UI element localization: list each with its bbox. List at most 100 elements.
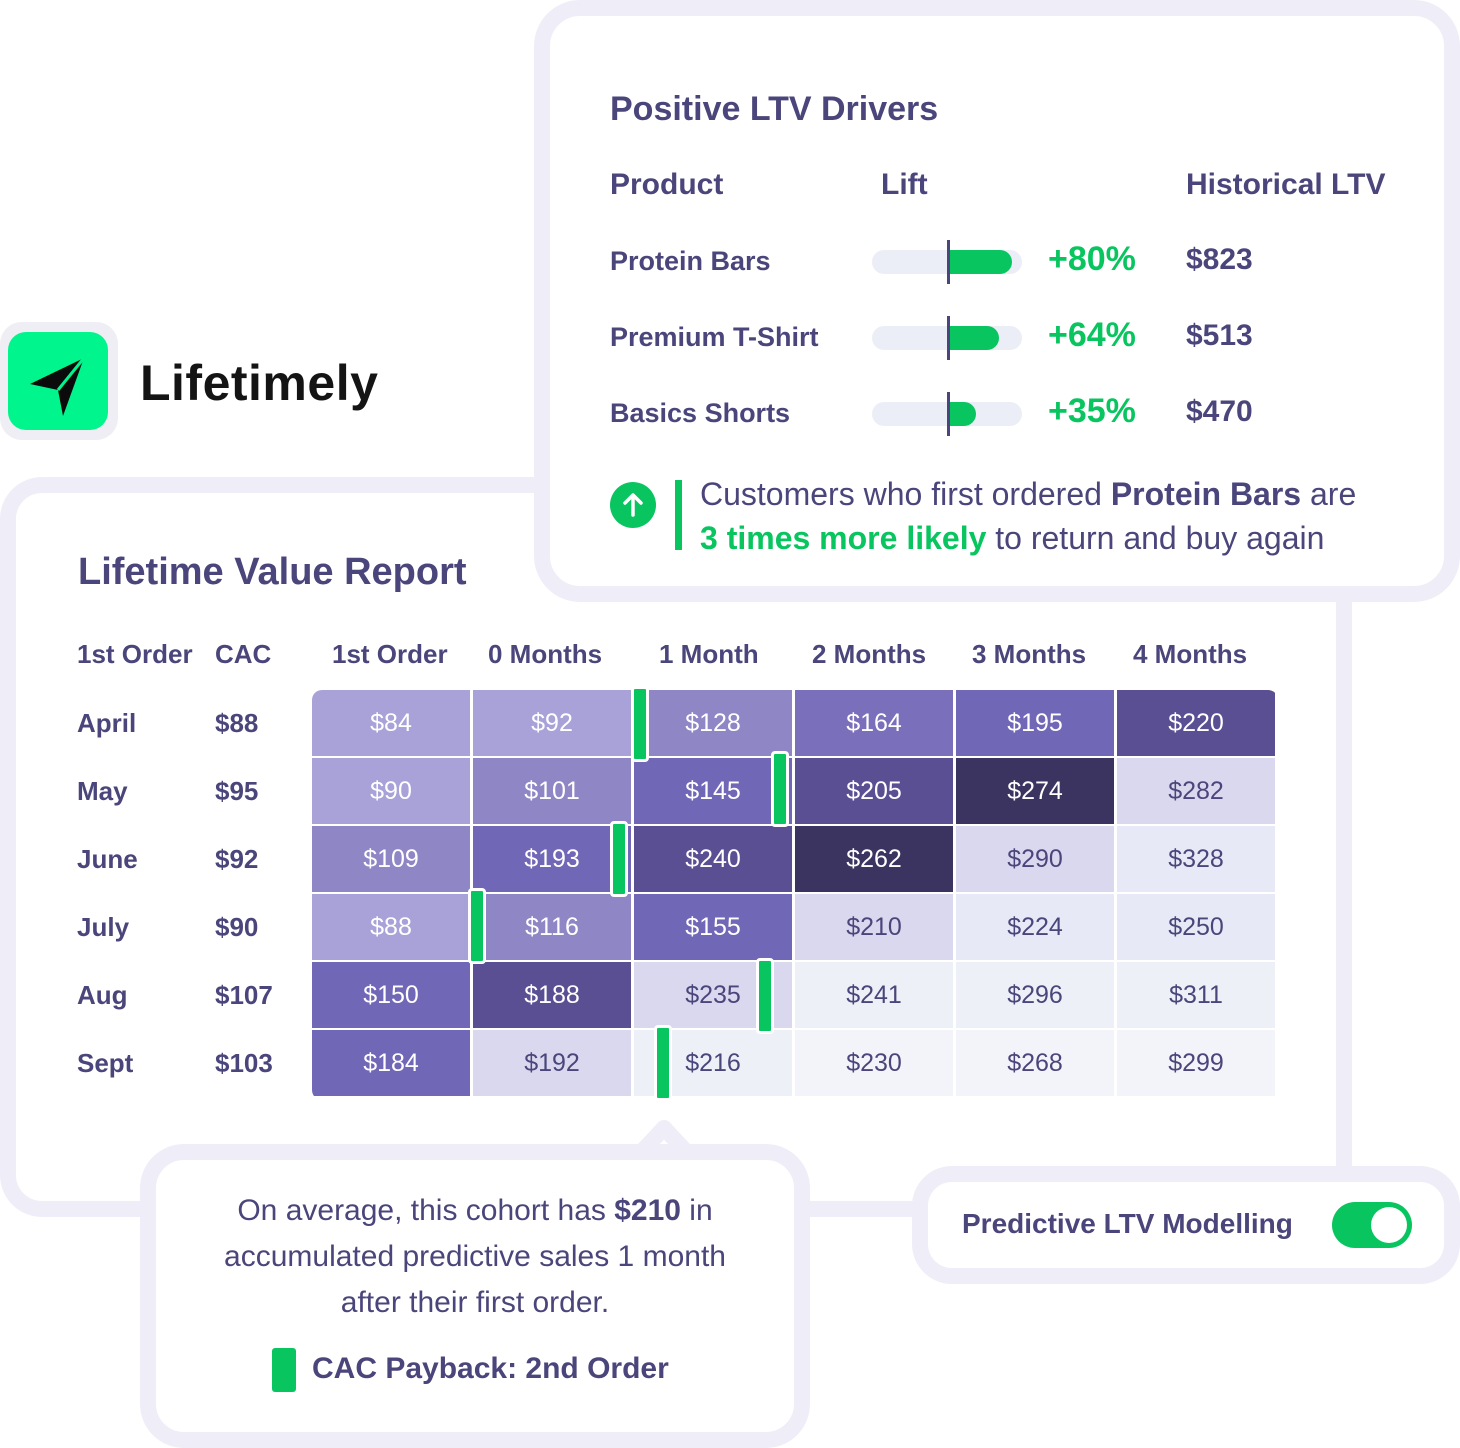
heatmap-cell: $145 <box>634 758 792 824</box>
driver-ltv: $513 <box>1186 319 1253 352</box>
driver-ltv: $823 <box>1186 243 1253 276</box>
driver-ltv: $470 <box>1186 395 1253 428</box>
row-label-july: July <box>77 912 130 942</box>
heatmap-cell: $220 <box>1117 690 1275 756</box>
driver-product: Premium T-Shirt <box>610 322 819 352</box>
col-header-first-order: 1st Order <box>332 639 448 669</box>
drivers-title: Positive LTV Drivers <box>610 90 939 128</box>
drivers-header-product: Product <box>610 168 724 201</box>
callout-line-2: accumulated predictive sales 1 month <box>224 1240 726 1273</box>
driver-lift: +80% <box>1048 240 1136 278</box>
row-cac: $103 <box>215 1048 273 1078</box>
heatmap-cell: $192 <box>473 1030 631 1096</box>
row-label-sept: Sept <box>77 1048 134 1078</box>
heatmap-cell: $109 <box>312 826 470 892</box>
heatmap-cell: $241 <box>795 962 953 1028</box>
row-cac: $90 <box>215 912 259 942</box>
arrow-up-circle-icon <box>610 482 656 528</box>
callout-value: $210 <box>614 1194 681 1227</box>
col-header-2-months: 2 Months <box>812 639 927 669</box>
insight-accent-bar <box>675 480 682 550</box>
cac-payback-marker <box>771 751 789 827</box>
col-header-cac: CAC <box>215 639 272 669</box>
predictive-ltv-card: Predictive LTV Modelling <box>912 1166 1460 1284</box>
heatmap-cell: $299 <box>1117 1030 1275 1096</box>
heatmap-cell: $268 <box>956 1030 1114 1096</box>
report-title: Lifetime Value Report <box>78 551 467 593</box>
cac-payback-marker <box>631 686 649 762</box>
row-cac: $88 <box>215 708 259 738</box>
heatmap-cell: $262 <box>795 826 953 892</box>
heatmap-cell: $290 <box>956 826 1114 892</box>
heatmap-cell: $155 <box>634 894 792 960</box>
col-header-first-order-label: 1st Order <box>77 639 193 669</box>
cac-payback-marker <box>610 821 628 897</box>
drivers-header-ltv: Historical LTV <box>1186 168 1386 201</box>
predictive-ltv-toggle[interactable] <box>1332 1202 1412 1248</box>
predictive-ltv-label: Predictive LTV Modelling <box>962 1208 1293 1239</box>
ltv-drivers-card: Positive LTV Drivers Product Lift Histor… <box>534 0 1460 602</box>
callout-line-3: after their first order. <box>340 1286 610 1319</box>
insight-highlight: 3 times more likely <box>700 520 987 556</box>
heatmap-cell: $193 <box>473 826 631 892</box>
driver-product: Basics Shorts <box>610 398 791 428</box>
heatmap-cell: $240 <box>634 826 792 892</box>
row-cac: $92 <box>215 844 259 874</box>
heatmap-cell: $116 <box>473 894 631 960</box>
heatmap-cell: $101 <box>473 758 631 824</box>
col-header-3-months: 3 Months <box>972 639 1087 669</box>
lift-bar <box>948 250 1012 274</box>
heatmap-cell: $210 <box>795 894 953 960</box>
heatmap-cell: $92 <box>473 690 631 756</box>
paper-plane-icon <box>8 332 108 430</box>
heatmap-cell: $184 <box>312 1030 470 1096</box>
driver-lift: +35% <box>1048 392 1136 430</box>
cac-payback-marker <box>654 1025 672 1101</box>
heatmap-cell: $205 <box>795 758 953 824</box>
lift-axis <box>947 316 950 360</box>
col-header-4-months: 4 Months <box>1133 639 1248 669</box>
lift-bar <box>948 402 976 426</box>
row-label-april: April <box>77 708 137 738</box>
row-cac: $95 <box>215 776 259 806</box>
insight-line-2: 3 times more likely to return and buy ag… <box>700 520 1325 556</box>
lift-axis <box>947 240 950 284</box>
heatmap-cell: $282 <box>1117 758 1275 824</box>
driver-product: Protein Bars <box>610 246 771 276</box>
heatmap-cell: $195 <box>956 690 1114 756</box>
driver-lift: +64% <box>1048 316 1136 354</box>
heatmap-cell: $90 <box>312 758 470 824</box>
col-header-0-months: 0 Months <box>488 639 603 669</box>
row-label-aug: Aug <box>77 980 128 1010</box>
heatmap-cell: $188 <box>473 962 631 1028</box>
lift-axis <box>947 392 950 436</box>
payback-callout: On average, this cohort has $210 in accu… <box>140 1120 810 1448</box>
callout-box <box>140 1144 810 1448</box>
toggle-knob[interactable] <box>1371 1207 1407 1243</box>
lift-bar <box>948 326 999 350</box>
brand-name: Lifetimely <box>140 355 379 411</box>
drivers-header-lift: Lift <box>881 168 928 201</box>
heatmap-cell: $224 <box>956 894 1114 960</box>
heatmap-cell: $296 <box>956 962 1114 1028</box>
heatmap-cell: $128 <box>634 690 792 756</box>
cac-payback-swatch <box>272 1348 296 1392</box>
row-label-june: June <box>77 844 138 874</box>
insight-product: Protein Bars <box>1110 476 1302 512</box>
heatmap-cell: $150 <box>312 962 470 1028</box>
heatmap-cell: $328 <box>1117 826 1275 892</box>
heatmap-cell: $311 <box>1117 962 1275 1028</box>
col-header-1-month: 1 Month <box>659 639 759 669</box>
cac-payback-marker <box>756 958 774 1034</box>
cac-payback-marker <box>468 888 486 964</box>
heatmap-cell: $164 <box>795 690 953 756</box>
row-label-may: May <box>77 776 128 806</box>
heatmap-cell: $230 <box>795 1030 953 1096</box>
heatmap-cell: $250 <box>1117 894 1275 960</box>
heatmap-cell: $88 <box>312 894 470 960</box>
callout-line-1: On average, this cohort has $210 in <box>237 1194 713 1227</box>
cac-payback-legend: CAC Payback: 2nd Order <box>312 1352 669 1385</box>
cohort-heatmap: $84 $92 $128 $164 $195 $220 $90 $101 $145 $205 $27… <box>312 690 1278 1100</box>
row-cac: $107 <box>215 980 273 1010</box>
insight-line-1: Customers who first ordered Protein Bars… <box>700 476 1357 512</box>
